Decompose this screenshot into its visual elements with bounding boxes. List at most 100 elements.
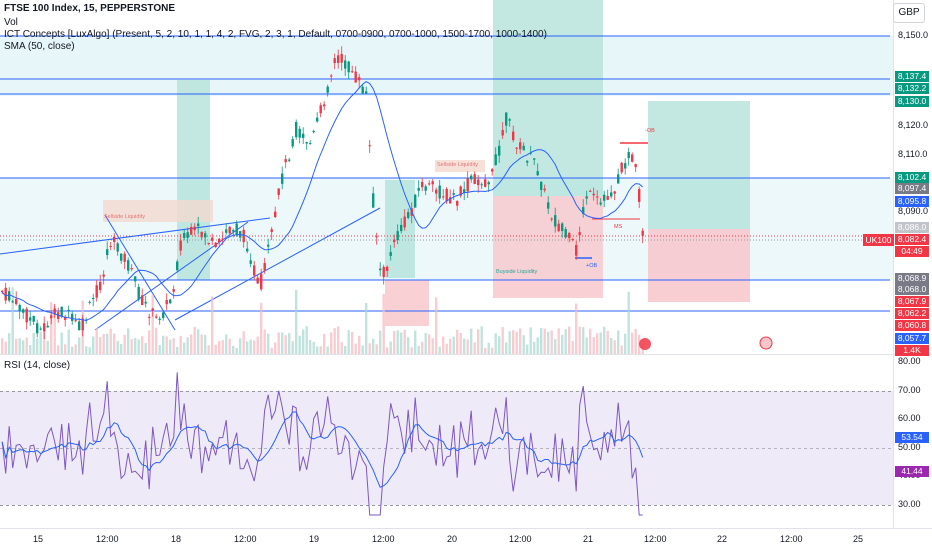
candle[interactable] [64,316,67,320]
candle[interactable] [340,54,343,63]
candle[interactable] [438,185,441,199]
candle[interactable] [501,130,504,136]
candle[interactable] [246,248,249,252]
candle[interactable] [477,179,480,186]
candle[interactable] [8,291,11,301]
candle[interactable] [456,200,459,206]
candle[interactable] [274,211,277,218]
candle[interactable] [554,215,557,227]
candle[interactable] [589,190,592,192]
earnings-icon[interactable] [639,338,651,350]
candle[interactable] [197,223,200,227]
candle[interactable] [120,253,123,261]
candle[interactable] [29,317,32,321]
candle[interactable] [596,196,599,198]
candle[interactable] [386,266,389,271]
candle[interactable] [571,239,574,241]
candle[interactable] [494,154,497,166]
candle[interactable] [186,232,189,238]
candle[interactable] [162,312,165,319]
candle[interactable] [193,226,196,231]
candle[interactable] [134,276,137,282]
candle[interactable] [414,194,417,208]
candle[interactable] [127,260,130,271]
candle[interactable] [169,299,172,304]
symbol-title[interactable]: FTSE 100 Index, 15, PEPPERSTONE [4,3,175,14]
candle[interactable] [32,315,35,322]
candle[interactable] [337,55,340,63]
candle[interactable] [323,104,326,107]
candle[interactable] [417,187,420,191]
candle[interactable] [1,290,4,292]
candle[interactable] [606,196,609,200]
candle[interactable] [505,112,508,126]
candle[interactable] [53,308,56,315]
long-position-target[interactable] [648,101,750,229]
candle[interactable] [207,242,210,244]
candle[interactable] [102,274,105,277]
candle[interactable] [585,196,588,199]
candle[interactable] [148,316,151,318]
candle[interactable] [291,139,294,147]
candle[interactable] [610,192,613,197]
candle[interactable] [221,238,224,240]
currency-button[interactable]: GBP [893,3,925,23]
candle[interactable] [81,318,84,331]
candle[interactable] [620,162,623,173]
candle[interactable] [123,253,126,262]
candle[interactable] [288,159,291,161]
candle[interactable] [333,58,336,64]
candle[interactable] [295,122,298,138]
candle[interactable] [4,287,7,301]
candle[interactable] [445,188,448,202]
candle[interactable] [319,105,322,114]
candle[interactable] [449,197,452,204]
candle[interactable] [466,178,469,192]
candle[interactable] [60,306,63,317]
candle[interactable] [480,184,483,186]
candle[interactable] [109,246,112,248]
candle[interactable] [575,244,578,256]
candle[interactable] [599,202,602,205]
candle[interactable] [267,244,270,247]
candle[interactable] [95,285,98,298]
candle[interactable] [204,233,207,238]
candle[interactable] [305,142,308,144]
sma-legend[interactable]: SMA (50, close) [4,41,75,52]
candle[interactable] [379,268,382,271]
candle[interactable] [165,299,168,305]
candle[interactable] [484,179,487,187]
candle[interactable] [106,249,109,256]
candle[interactable] [232,230,235,232]
candle[interactable] [284,159,287,163]
candle[interactable] [326,86,329,93]
candle[interactable] [78,321,81,330]
candle[interactable] [431,181,434,185]
candle[interactable] [582,207,585,214]
candle[interactable] [393,239,396,243]
volume-legend[interactable]: Vol [4,17,18,28]
candle[interactable] [92,298,95,300]
candle[interactable] [543,188,546,191]
candle[interactable] [540,181,543,191]
candle[interactable] [190,227,193,235]
candle[interactable] [57,312,60,319]
candle[interactable] [270,229,273,232]
candle[interactable] [225,229,228,233]
candle[interactable] [627,152,630,159]
candle[interactable] [487,182,490,185]
candle[interactable] [344,60,347,69]
candle[interactable] [400,224,403,232]
candle[interactable] [389,252,392,256]
candle[interactable] [347,61,350,73]
candle[interactable] [508,119,511,121]
candle[interactable] [235,223,238,235]
candle[interactable] [330,75,333,77]
candle[interactable] [249,260,252,264]
candle[interactable] [473,174,476,185]
candle[interactable] [144,301,147,304]
candle[interactable] [260,273,263,290]
candle[interactable] [519,142,522,150]
candle[interactable] [613,191,616,194]
